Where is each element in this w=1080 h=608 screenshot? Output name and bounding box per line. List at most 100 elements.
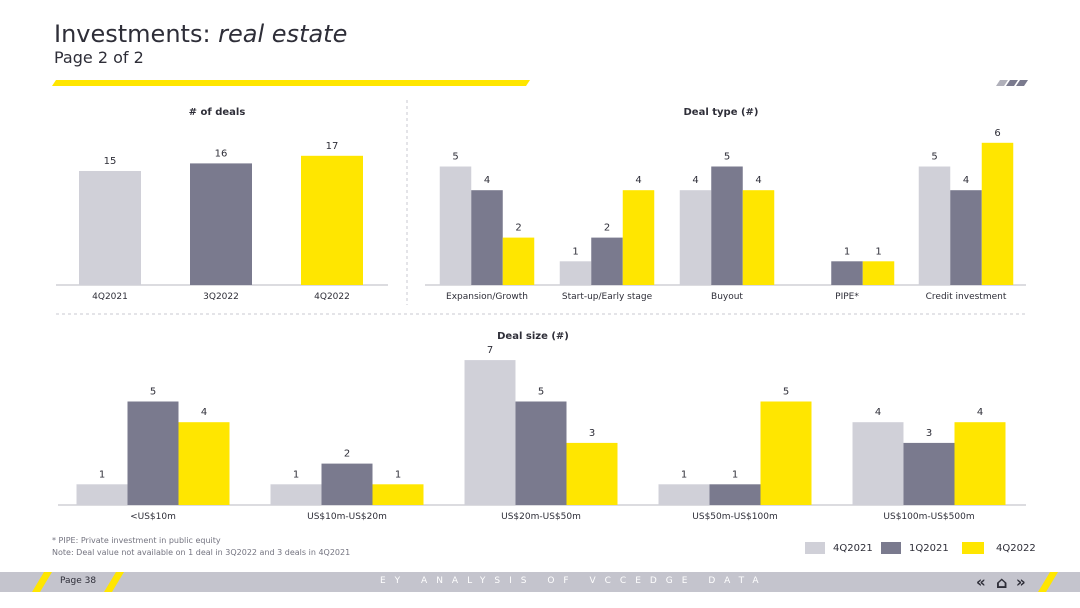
deals-bar-4q2022: [301, 155, 363, 285]
deal-size-bar-4q2021-us-50m-us-100m: [658, 484, 710, 505]
deal-size-bar-1q2021-us-10m: [127, 401, 179, 505]
deal-type-tick-label: Buyout: [711, 292, 743, 302]
deal-type-bar-4q2022-expansion-growth: [502, 237, 535, 285]
deal-type-bar-1q2021-credit-investment: [950, 190, 982, 285]
deal-size-value-label: 5: [538, 387, 544, 398]
home-button[interactable]: ⌂: [996, 573, 1008, 592]
deal-type-bar-4q2021-expansion-growth: [439, 166, 472, 285]
deal-type-value-label: 4: [484, 175, 490, 186]
deal-type-value-label: 4: [755, 175, 761, 186]
deal-size-bar-1q2021-us-100m-us-500m: [903, 442, 955, 505]
header-grey-stripe-3: [1016, 80, 1028, 86]
page-number: Page 38: [60, 576, 97, 586]
deal-type-value-label: 5: [724, 152, 730, 163]
deal-type-value-label: 1: [572, 246, 578, 257]
header-grey-stripe-2: [1006, 80, 1018, 86]
page-title: Investments: real estate: [54, 20, 347, 48]
previous-page-button[interactable]: «: [976, 573, 986, 591]
deal-type-value-label: 4: [635, 175, 641, 186]
deal-type-value-label: 2: [604, 223, 610, 234]
deal-type-bar-1q2021-pipe: [831, 261, 863, 285]
deals-value-label: 16: [215, 148, 228, 159]
footer-slash-left: [32, 572, 52, 592]
deals-tick-label: 4Q2022: [314, 292, 350, 302]
next-page-button[interactable]: »: [1016, 573, 1026, 591]
deal-size-tick-label: <US$10m: [130, 512, 176, 522]
deal-size-bar-4q2021-us-20m-us-50m: [464, 360, 516, 505]
deal-size-bar-4q2022-us-20m-us-50m: [566, 442, 618, 505]
deal-size-value-label: 3: [926, 428, 932, 439]
legend-swatch-1q2021: [881, 542, 901, 554]
deal-type-tick-label: Start-up/Early stage: [562, 292, 653, 302]
deal-size-value-label: 5: [150, 387, 156, 398]
deal-type-bar-1q2021-buyout: [711, 166, 743, 285]
deals-value-label: 17: [326, 141, 339, 152]
legend-label: 4Q2021: [833, 542, 873, 554]
legend-item-4q2022: 4Q2022: [962, 542, 1036, 554]
legend-item-1q2021: 1Q2021: [881, 542, 949, 554]
deal-type-bar-4q2022-buyout: [742, 190, 775, 285]
footer-slash-right: [1038, 572, 1058, 592]
deal-size-tick-label: US$100m-US$500m: [883, 512, 974, 522]
pipe-footnote: * PIPE: Private investment in public equ…: [52, 536, 221, 545]
title-italic: real estate: [218, 20, 348, 48]
deal-size-bar-1q2021-us-50m-us-100m: [709, 484, 761, 505]
deal-size-tick-label: US$10m-US$20m: [307, 512, 387, 522]
deal-size-value-label: 1: [395, 469, 401, 480]
deals-chart-title: # of deals: [188, 107, 246, 118]
deal-size-tick-label: US$20m-US$50m: [501, 512, 581, 522]
deal-type-bar-4q2021-start-up-early-stage: [559, 261, 592, 285]
legend-swatch-4q2021: [805, 542, 825, 554]
deal-size-chart-title: Deal size (#): [497, 331, 569, 342]
footer-slashes: [32, 572, 1058, 592]
deals-bar-4q2021: [79, 171, 141, 285]
legend-item-4q2021: 4Q2021: [805, 542, 873, 554]
header-yellow-stripe: [52, 80, 530, 86]
deal-size-bar-4q2021-us-10m-us-20m: [270, 484, 322, 505]
deal-type-value-label: 5: [931, 152, 937, 163]
deal-type-bar-4q2022-start-up-early-stage: [622, 190, 655, 285]
deal-size-value-label: 3: [589, 428, 595, 439]
footer-caption: EY ANALYSIS OF VCCEDGE DATA: [380, 576, 768, 586]
deal-type-bar-1q2021-start-up-early-stage: [591, 237, 623, 285]
deal-size-value-label: 2: [344, 449, 350, 460]
deal-size-value-label: 4: [977, 407, 983, 418]
legend-label: 4Q2022: [996, 542, 1036, 554]
page-subtitle: Page 2 of 2: [54, 48, 144, 67]
header-grey-stripe-1: [996, 80, 1008, 86]
deal-type-bar-4q2021-credit-investment: [918, 166, 951, 285]
deals-bar-3q2022: [190, 163, 252, 285]
deal-type-chart-title: Deal type (#): [683, 107, 759, 118]
deal-type-tick-label: Credit investment: [926, 292, 1007, 302]
deal-size-value-label: 1: [293, 469, 299, 480]
deals-tick-label: 4Q2021: [92, 292, 128, 302]
footer-bar: [0, 572, 1080, 592]
deal-type-value-label: 1: [844, 246, 850, 257]
deal-type-value-label: 2: [515, 223, 521, 234]
deal-type-tick-label: PIPE*: [835, 292, 859, 302]
deal-size-bar-4q2022-us-10m: [178, 422, 230, 505]
deal-type-bar-4q2022-credit-investment: [981, 142, 1014, 285]
deal-size-bar-4q2022-us-100m-us-500m: [954, 422, 1006, 505]
deal-size-value-label: 4: [201, 407, 207, 418]
deal-size-bar-1q2021-us-10m-us-20m: [321, 463, 373, 505]
deal-type-tick-label: Expansion/Growth: [446, 292, 528, 302]
deal-type-value-label: 5: [452, 152, 458, 163]
deal-type-value-label: 6: [994, 128, 1000, 139]
legend-swatch-4q2022: [962, 542, 984, 554]
footer-slash-mid: [104, 572, 124, 592]
deal-type-value-label: 4: [692, 175, 698, 186]
deal-size-tick-label: US$50m-US$100m: [692, 512, 777, 522]
deal-size-bar-4q2022-us-50m-us-100m: [760, 401, 812, 505]
deal-value-note: Note: Deal value not available on 1 deal…: [52, 548, 351, 557]
title-main: Investments:: [54, 20, 219, 48]
deal-type-value-label: 1: [875, 246, 881, 257]
deals-value-label: 15: [104, 156, 117, 167]
deal-size-bar-1q2021-us-20m-us-50m: [515, 401, 567, 505]
deal-size-value-label: 1: [681, 469, 687, 480]
deal-type-value-label: 4: [963, 175, 969, 186]
deal-size-value-label: 7: [487, 345, 493, 356]
deal-type-bar-1q2021-expansion-growth: [471, 190, 503, 285]
deal-size-bar-4q2021-us-10m: [76, 484, 128, 505]
